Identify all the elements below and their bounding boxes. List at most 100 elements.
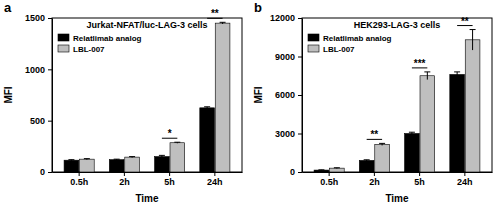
bar xyxy=(80,159,95,172)
y-tick-mark xyxy=(48,18,52,19)
x-tick-mark xyxy=(169,172,170,176)
legend-label: Relatlimab analog xyxy=(323,34,392,43)
bar xyxy=(375,144,390,172)
bar xyxy=(405,134,420,173)
x-tick-label: 24h xyxy=(457,177,473,187)
bar xyxy=(64,160,79,172)
y-tick: 0 xyxy=(40,167,52,177)
error-bar xyxy=(424,72,430,80)
legend: Relatlimab analog LBL-007 xyxy=(58,34,142,54)
legend-swatch xyxy=(58,45,69,52)
error-cap xyxy=(379,143,385,144)
bar xyxy=(450,74,465,172)
plot-frame xyxy=(302,18,492,172)
y-tick-mark xyxy=(48,121,52,122)
error-line xyxy=(472,30,473,51)
error-bar xyxy=(364,160,370,161)
error-cap xyxy=(424,71,430,72)
x-tick: 2h xyxy=(369,172,380,187)
x-tick-label: 0.5h xyxy=(70,177,88,187)
x-tick-label: 0.5h xyxy=(320,177,338,187)
significance-label: *** xyxy=(414,58,426,69)
x-tick-mark xyxy=(374,172,375,176)
x-axis: 0.5h 2h 5h 24h xyxy=(303,172,493,187)
error-bar xyxy=(84,159,90,160)
y-axis: 0 500 1000 1500 xyxy=(25,13,53,177)
error-line xyxy=(457,72,458,77)
error-cap xyxy=(454,71,460,72)
legend-swatch xyxy=(308,45,319,52)
y-tick-mark xyxy=(298,95,302,96)
panel-letter: b xyxy=(254,0,262,15)
bar xyxy=(420,76,435,172)
legend-swatch xyxy=(58,34,69,41)
error-cap xyxy=(318,169,324,170)
x-tick-mark xyxy=(419,172,420,176)
x-tick: 5h xyxy=(414,172,425,187)
bar xyxy=(170,143,185,172)
y-axis-line xyxy=(302,19,303,173)
x-axis-line xyxy=(303,172,493,173)
y-tick-label: 1000 xyxy=(25,65,45,75)
error-cap xyxy=(470,29,476,30)
error-cap xyxy=(409,132,415,133)
error-cap xyxy=(68,159,74,160)
error-bar xyxy=(204,107,210,109)
y-tick: 9000 xyxy=(275,52,302,62)
x-axis: 0.5h 2h 5h 24h xyxy=(53,172,243,187)
x-tick-label: 5h xyxy=(164,177,175,187)
x-tick-mark xyxy=(329,172,330,176)
chart-title: Jurkat-NFAT/luc-LAG-3 cells xyxy=(87,20,208,30)
error-cap xyxy=(334,167,340,168)
legend-label: Relatlimab analog xyxy=(73,34,142,43)
significance-label: ** xyxy=(370,129,378,140)
legend: Relatlimab analogLBL-007 xyxy=(308,34,392,54)
y-tick-label: 500 xyxy=(30,116,45,126)
y-axis-title: MFI xyxy=(253,86,264,103)
bar xyxy=(125,157,140,172)
bar xyxy=(215,23,230,172)
y-axis-title: MFI xyxy=(3,86,14,103)
x-tick-mark xyxy=(464,172,465,176)
error-cap xyxy=(129,156,135,157)
y-axis: 0 3000 6000 9000 12000 xyxy=(270,13,303,177)
error-bar xyxy=(454,72,460,77)
significance-label: ** xyxy=(461,16,469,27)
y-tick-label: 6000 xyxy=(275,90,295,100)
y-tick-label: 0 xyxy=(40,167,45,177)
panel: 0300060009000120000.5h2h5h24hTimeMFIb***… xyxy=(253,0,493,204)
significance-label: ** xyxy=(211,8,219,19)
x-tick-label: 24h xyxy=(207,177,223,187)
error-line xyxy=(427,72,428,80)
marks xyxy=(314,30,480,172)
bar xyxy=(330,168,345,172)
bar xyxy=(155,157,170,172)
x-tick: 24h xyxy=(207,172,223,187)
x-tick-mark xyxy=(79,172,80,176)
legend-label: LBL-007 xyxy=(73,45,105,54)
plot-frame xyxy=(52,18,242,172)
y-tick-mark xyxy=(298,134,302,135)
y-tick-label: 9000 xyxy=(275,52,295,62)
error-bar xyxy=(379,143,385,145)
x-tick-label: 2h xyxy=(369,177,380,187)
x-tick: 24h xyxy=(457,172,473,187)
y-tick: 0 xyxy=(290,167,302,177)
x-tick-label: 5h xyxy=(414,177,425,187)
x-tick: 2h xyxy=(119,172,130,187)
error-cap xyxy=(364,159,370,160)
panel: 0500100015000.5h2h5h24hTimeMFIa***Jurkat… xyxy=(3,0,243,204)
y-tick-mark xyxy=(48,172,52,173)
y-tick-label: 1500 xyxy=(25,13,45,23)
y-tick-label: 12000 xyxy=(270,13,295,23)
y-tick-label: 0 xyxy=(290,167,295,177)
y-tick-label: 3000 xyxy=(275,129,295,139)
error-cap xyxy=(174,142,180,143)
y-tick: 500 xyxy=(30,116,52,126)
x-tick-mark xyxy=(124,172,125,176)
error-bar xyxy=(220,22,226,24)
error-cap xyxy=(220,22,226,23)
y-tick: 1000 xyxy=(25,65,52,75)
y-tick: 6000 xyxy=(275,90,302,100)
x-tick: 0.5h xyxy=(70,172,88,187)
